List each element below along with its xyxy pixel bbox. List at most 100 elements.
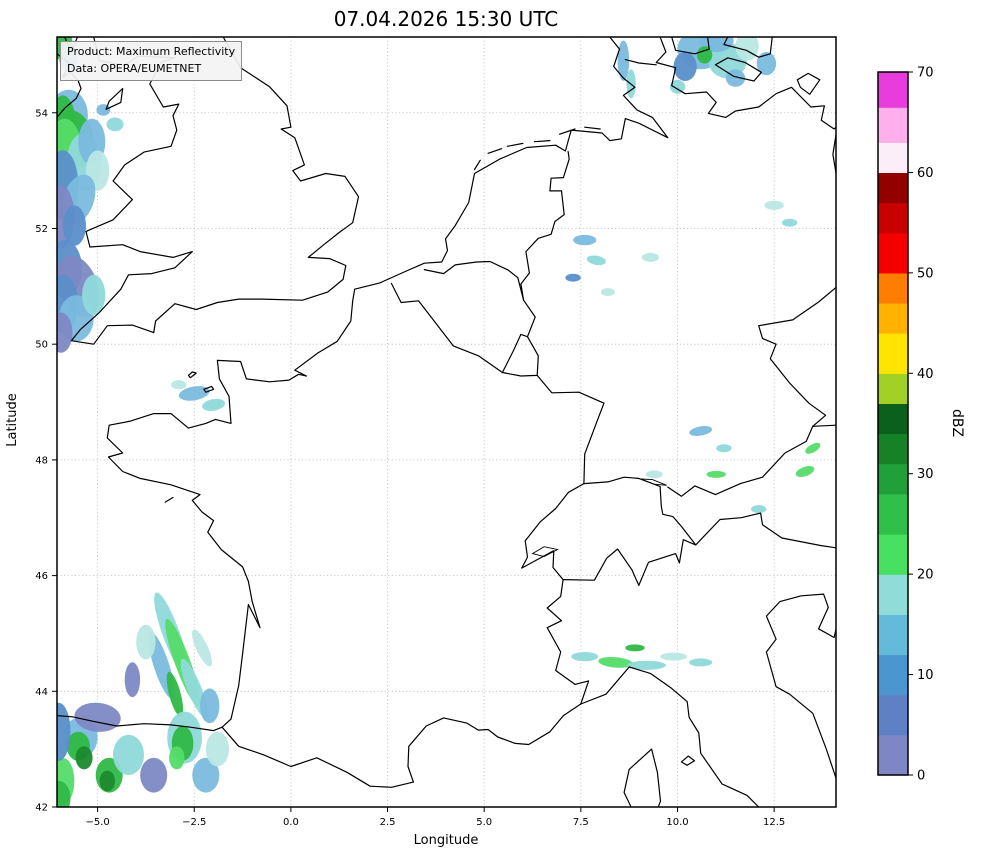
radar-echo: [200, 688, 220, 724]
radar-echo: [57, 312, 73, 353]
radar-echo: [106, 117, 124, 132]
y-tick-label: 50: [35, 340, 48, 351]
coastline-zealand: [723, 37, 773, 58]
plot-frame: [56, 36, 837, 808]
island-frisian-2: [487, 148, 503, 154]
colorbar-tick-label: 20: [917, 568, 934, 583]
colorbar-tick-label: 30: [917, 467, 934, 482]
coastline-layer: [57, 37, 836, 807]
colorbar-band: [878, 614, 908, 656]
border-switzerland-austria: [659, 485, 697, 546]
island-guernsey: [187, 371, 197, 379]
coastline-isle-of-man: [105, 87, 124, 110]
radar-echo: [191, 629, 213, 667]
colorbar-tick-label: 10: [917, 668, 934, 683]
colorbar-tick-label: 40: [917, 367, 934, 382]
island-frisian-3: [506, 142, 524, 147]
border-austria-italy: [695, 512, 836, 549]
colorbar-outline: [877, 71, 909, 776]
x-tick-label: −5.0: [85, 817, 109, 828]
x-tick-label: 0.0: [283, 817, 299, 828]
radar-echo: [586, 255, 606, 266]
radar-echo: [764, 200, 784, 210]
colorbar-band: [878, 493, 908, 535]
coastline-continent-atlantic: [57, 37, 669, 732]
radar-echo: [669, 79, 686, 94]
coastline-lolland-falster: [714, 57, 762, 82]
map-layers: [57, 37, 836, 807]
border-france-spain: [221, 726, 414, 788]
y-tick-label: 48: [35, 455, 48, 466]
radar-echo: [573, 234, 597, 246]
y-tick-label: 52: [35, 224, 48, 235]
island-frisian-1: [473, 159, 481, 171]
radar-echo: [735, 37, 759, 61]
x-tick-label: −2.5: [182, 817, 206, 828]
radar-echo: [169, 746, 185, 770]
radar-echo: [756, 52, 777, 76]
island-frisian-4: [533, 140, 551, 143]
border-belgium-germany: [523, 299, 536, 338]
coastline-ruegen: [796, 72, 821, 95]
colorbar: 0 10 20 30 40 50 60 70: [877, 66, 934, 784]
border-czechia-austria: [812, 424, 836, 427]
radar-echo: [660, 652, 688, 661]
radar-echo: [645, 470, 663, 479]
product-info-box: Product: Maximum Reflectivity Data: OPER…: [60, 41, 243, 81]
colorbar-band: [878, 142, 908, 173]
lake-geneva: [531, 546, 559, 557]
coastline-corsica: [623, 748, 662, 807]
coastline-mediterranean: [407, 666, 760, 807]
y-axis-label: Latitude: [5, 393, 20, 447]
radar-echo: [99, 770, 115, 792]
colorbar-band: [878, 574, 908, 615]
y-tick-label: 54: [35, 108, 48, 119]
border-france-switzerland: [521, 483, 585, 581]
border-france-belgium: [390, 282, 503, 374]
island-frisian-6: [584, 126, 601, 130]
colorbar-band: [878, 303, 908, 334]
radar-echo: [689, 426, 713, 436]
product-line: Product: Maximum Reflectivity: [67, 45, 236, 58]
colorbar-band: [878, 333, 908, 374]
axis-ticks: −5.0 −2.5 0.0 2.5 5.0 7.5 10.0 12.5 42 44 46 48 50 52…: [35, 108, 785, 828]
radar-echo: [82, 274, 106, 316]
radar-echo: [689, 658, 713, 667]
colorbar-band: [878, 463, 908, 495]
colorbar-tick-label: 50: [917, 266, 934, 281]
coastline-adriatic: [765, 593, 836, 779]
radar-echo: [96, 104, 111, 116]
border-germany-austria: [667, 425, 814, 497]
x-tick-label: 10.0: [666, 817, 688, 828]
radar-echo: [641, 252, 659, 262]
radar-echo: [166, 671, 184, 717]
border-france-germany: [536, 374, 605, 485]
island-frisian-5: [559, 128, 576, 135]
radar-echo: [598, 657, 633, 668]
x-tick-label: 7.5: [573, 817, 589, 828]
radar-echo: [205, 731, 229, 767]
coastline-fyn: [671, 37, 710, 55]
figure-title: 07.04.2026 15:30 UTC: [334, 7, 559, 31]
radar-echo: [113, 734, 144, 776]
border-germany-denmark: [624, 59, 657, 66]
radar-echo: [805, 442, 821, 454]
radar-echo: [696, 46, 713, 64]
colorbar-band: [878, 534, 908, 575]
border-netherlands-germany: [520, 150, 570, 301]
radar-echo: [57, 702, 71, 761]
colorbar-band: [878, 694, 908, 736]
radar-echo: [75, 746, 93, 770]
radar-echo: [795, 466, 815, 477]
radar-echo: [57, 780, 71, 807]
radar-echo: [202, 398, 226, 411]
radar-echo: [673, 52, 697, 81]
coastline-jutland-baltic: [655, 37, 836, 130]
colorbar-tick-label: 60: [917, 166, 934, 181]
colorbar-tick-label: 70: [917, 66, 934, 81]
radar-echo: [751, 505, 767, 514]
radar-echo: [140, 757, 168, 793]
colorbar-band: [878, 433, 908, 465]
colorbar-band: [878, 373, 908, 404]
